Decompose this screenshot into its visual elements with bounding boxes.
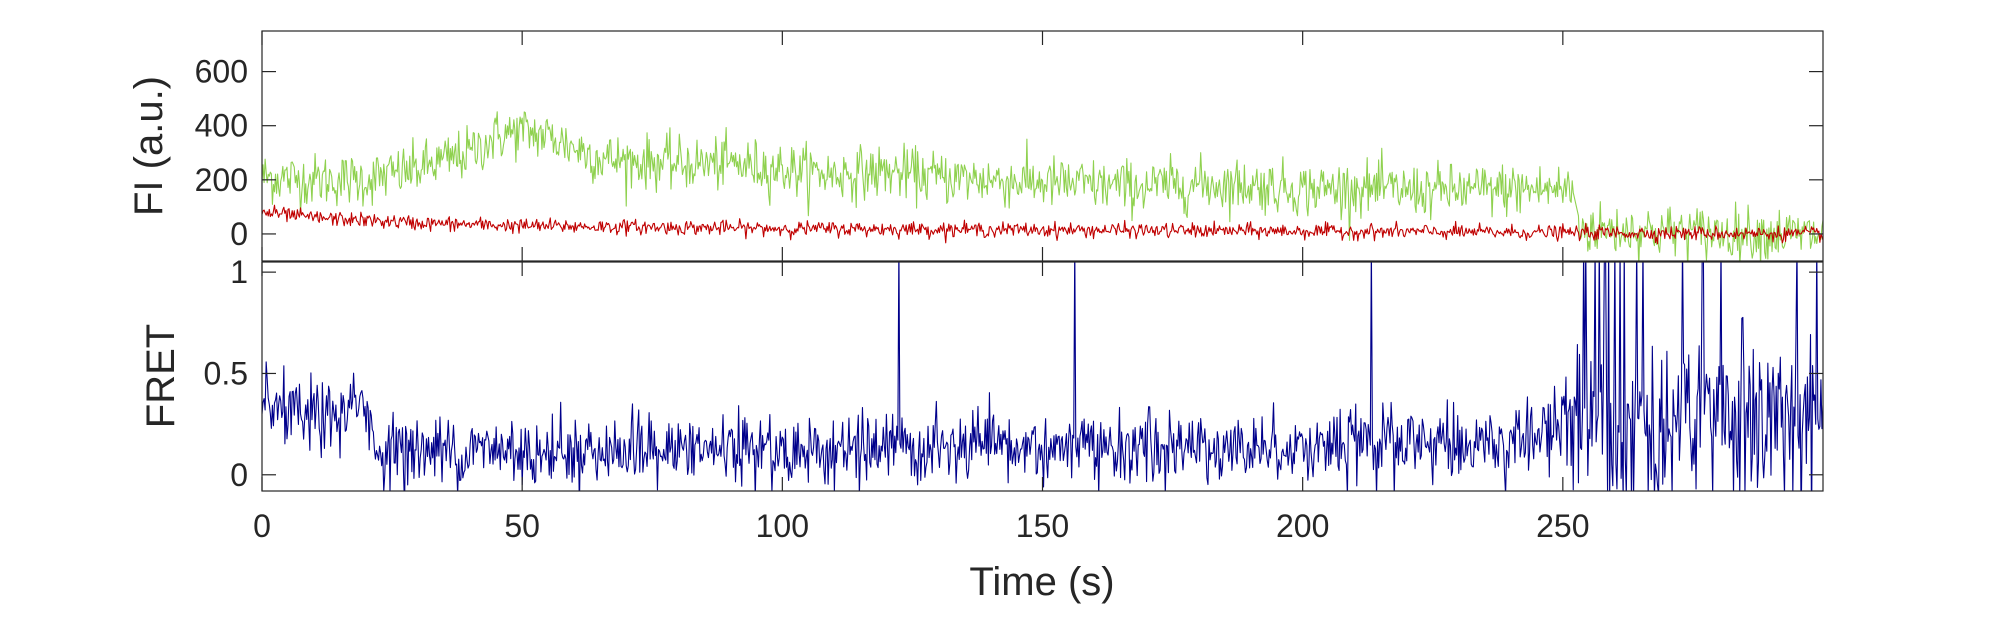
fluorescence-intensity-panel: 0 200 400 600 FI (a.u.) [127, 30, 1824, 262]
top-series-0-line [262, 111, 1823, 261]
x-tick-label: 150 [1016, 508, 1069, 544]
bottom-y-axis-title: FRET [139, 324, 183, 428]
bottom-ytick-label: 0 [230, 457, 248, 493]
bottom-ytick-label: 0.5 [204, 355, 248, 391]
x-tick-label: 250 [1536, 508, 1589, 544]
fluorescence-traces [262, 111, 1823, 261]
top-ytick-label: 400 [195, 108, 248, 144]
bottom-ytick-label: 1 [230, 254, 248, 290]
top-y-axis-title: FI (a.u.) [127, 76, 171, 216]
top-panel-ticks: 0 200 400 600 [195, 31, 1823, 261]
x-tick-label: 100 [756, 508, 809, 544]
x-tick-label: 200 [1276, 508, 1329, 544]
x-tick-label: 0 [253, 508, 271, 544]
top-ytick-label: 0 [230, 216, 248, 252]
top-ytick-label: 200 [195, 162, 248, 198]
top-ytick-label: 600 [195, 54, 248, 90]
x-axis-title: Time (s) [969, 560, 1114, 604]
x-tick-label: 50 [504, 508, 540, 544]
fret-efficiency-panel: 0 0.5 1 0 50 100 150 200 250 FRET Time (s) [139, 254, 1824, 604]
top-series-1-line [262, 204, 1823, 245]
bottom-panel-ticks: 0 0.5 1 0 50 100 150 200 250 [204, 254, 1823, 544]
